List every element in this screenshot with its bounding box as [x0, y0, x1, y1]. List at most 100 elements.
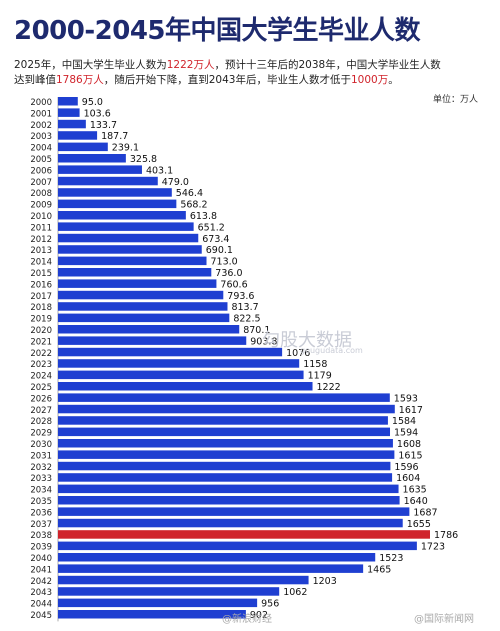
y-tick-label: 2022	[30, 349, 52, 359]
desc-highlight: 1222万人	[166, 59, 215, 71]
bar	[58, 199, 177, 209]
data-label: 793.6	[227, 291, 254, 302]
y-tick-label: 2004	[30, 144, 52, 154]
bar	[58, 450, 395, 459]
bar	[58, 496, 400, 505]
y-tick-label: 2018	[30, 303, 52, 313]
bar	[58, 211, 186, 220]
y-tick-label: 2044	[30, 600, 52, 610]
bar	[58, 222, 194, 231]
bar	[58, 416, 388, 425]
bar	[58, 268, 212, 277]
y-tick-label: 2043	[30, 588, 52, 598]
y-tick-label: 2001	[30, 109, 52, 119]
y-tick-label: 2014	[30, 258, 52, 268]
bar	[58, 325, 240, 334]
data-label: 760.6	[220, 279, 247, 290]
bar	[58, 439, 393, 448]
watermark: 勾股大数据	[262, 330, 352, 351]
data-label: 95.0	[82, 97, 103, 108]
data-label: 1158	[303, 359, 327, 370]
bar	[58, 393, 390, 402]
y-tick-label: 2031	[30, 451, 52, 461]
bar	[58, 302, 228, 311]
data-label: 1076	[286, 348, 310, 359]
y-tick-label: 2026	[30, 394, 52, 404]
footer-source-left: @新浪财经	[222, 614, 272, 625]
bar	[58, 279, 217, 288]
unit-label: 单位：万人	[432, 95, 478, 105]
y-tick-label: 2034	[30, 486, 52, 496]
y-tick-label: 2040	[30, 554, 52, 564]
y-tick-label: 2019	[30, 315, 52, 325]
bar	[58, 313, 230, 323]
data-label: 1723	[421, 542, 445, 553]
data-label: 1786	[434, 530, 458, 541]
bar	[58, 382, 313, 391]
bar	[58, 154, 126, 163]
data-label: 902	[250, 610, 268, 621]
y-tick-label: 2042	[30, 577, 52, 587]
data-label: 956	[261, 599, 279, 610]
desc-text: ，随后开始下降，直到2043年后，毕业生人数才低于	[103, 74, 351, 86]
data-label: 1617	[399, 405, 423, 416]
data-label: 1465	[367, 564, 391, 575]
bar	[58, 610, 246, 619]
data-label: 690.1	[206, 245, 233, 256]
bar	[58, 359, 300, 368]
bar	[58, 176, 158, 186]
data-label: 1687	[413, 507, 437, 518]
bar	[58, 97, 78, 106]
data-label: 613.8	[190, 211, 217, 222]
y-tick-label: 2000	[30, 98, 52, 108]
bar	[58, 290, 224, 300]
bar	[58, 347, 283, 357]
bar	[58, 188, 172, 197]
data-label: 651.2	[198, 222, 225, 233]
desc-text: 2025年，中国大学生毕业人数为	[14, 59, 167, 71]
data-label: 822.5	[233, 314, 260, 325]
bar	[58, 256, 207, 266]
data-label: 325.8	[130, 154, 157, 165]
y-tick-label: 2029	[30, 429, 52, 439]
data-label: 1608	[397, 439, 421, 450]
y-tick-label: 2036	[30, 508, 52, 518]
data-label: 1523	[379, 553, 403, 564]
data-label: 903.8	[250, 336, 277, 347]
y-tick-label: 2008	[30, 189, 52, 199]
y-tick-label: 2033	[30, 474, 52, 484]
data-label: 736.0	[215, 268, 242, 279]
y-tick-label: 2045	[30, 611, 52, 621]
y-tick-label: 2016	[30, 280, 52, 290]
y-tick-label: 2005	[30, 155, 52, 165]
y-tick-label: 2012	[30, 235, 52, 245]
data-label: 1179	[308, 371, 332, 382]
bar	[58, 119, 86, 129]
y-tick-label: 2035	[30, 497, 52, 507]
bar	[58, 404, 395, 414]
data-label: 813.7	[231, 302, 258, 313]
data-label: 133.7	[90, 120, 117, 131]
bar	[58, 541, 417, 551]
bar	[58, 575, 309, 585]
y-tick-label: 2021	[30, 337, 52, 347]
bar	[58, 473, 393, 482]
y-tick-label: 2024	[30, 372, 52, 382]
data-label: 1584	[392, 416, 416, 427]
desc-text: 。	[388, 74, 399, 86]
y-tick-label: 2020	[30, 326, 52, 336]
chart-description: 2025年，中国大学生毕业人数为1222万人，预计十三年后的2038年，中国大学…	[14, 58, 484, 88]
y-tick-label: 2002	[30, 121, 52, 131]
data-label: 479.0	[162, 177, 189, 188]
bar	[58, 336, 247, 345]
bar	[58, 587, 280, 596]
data-label: 239.1	[112, 143, 139, 154]
bar	[58, 553, 376, 562]
data-label: 713.0	[211, 257, 238, 268]
desc-text: ，预计十三年后的2038年，中国大学毕业生人数	[214, 59, 441, 71]
data-label: 546.4	[176, 188, 203, 199]
data-label: 1604	[396, 473, 420, 484]
data-label: 1596	[394, 462, 418, 473]
y-tick-label: 2039	[30, 543, 52, 553]
y-tick-label: 2028	[30, 417, 52, 427]
